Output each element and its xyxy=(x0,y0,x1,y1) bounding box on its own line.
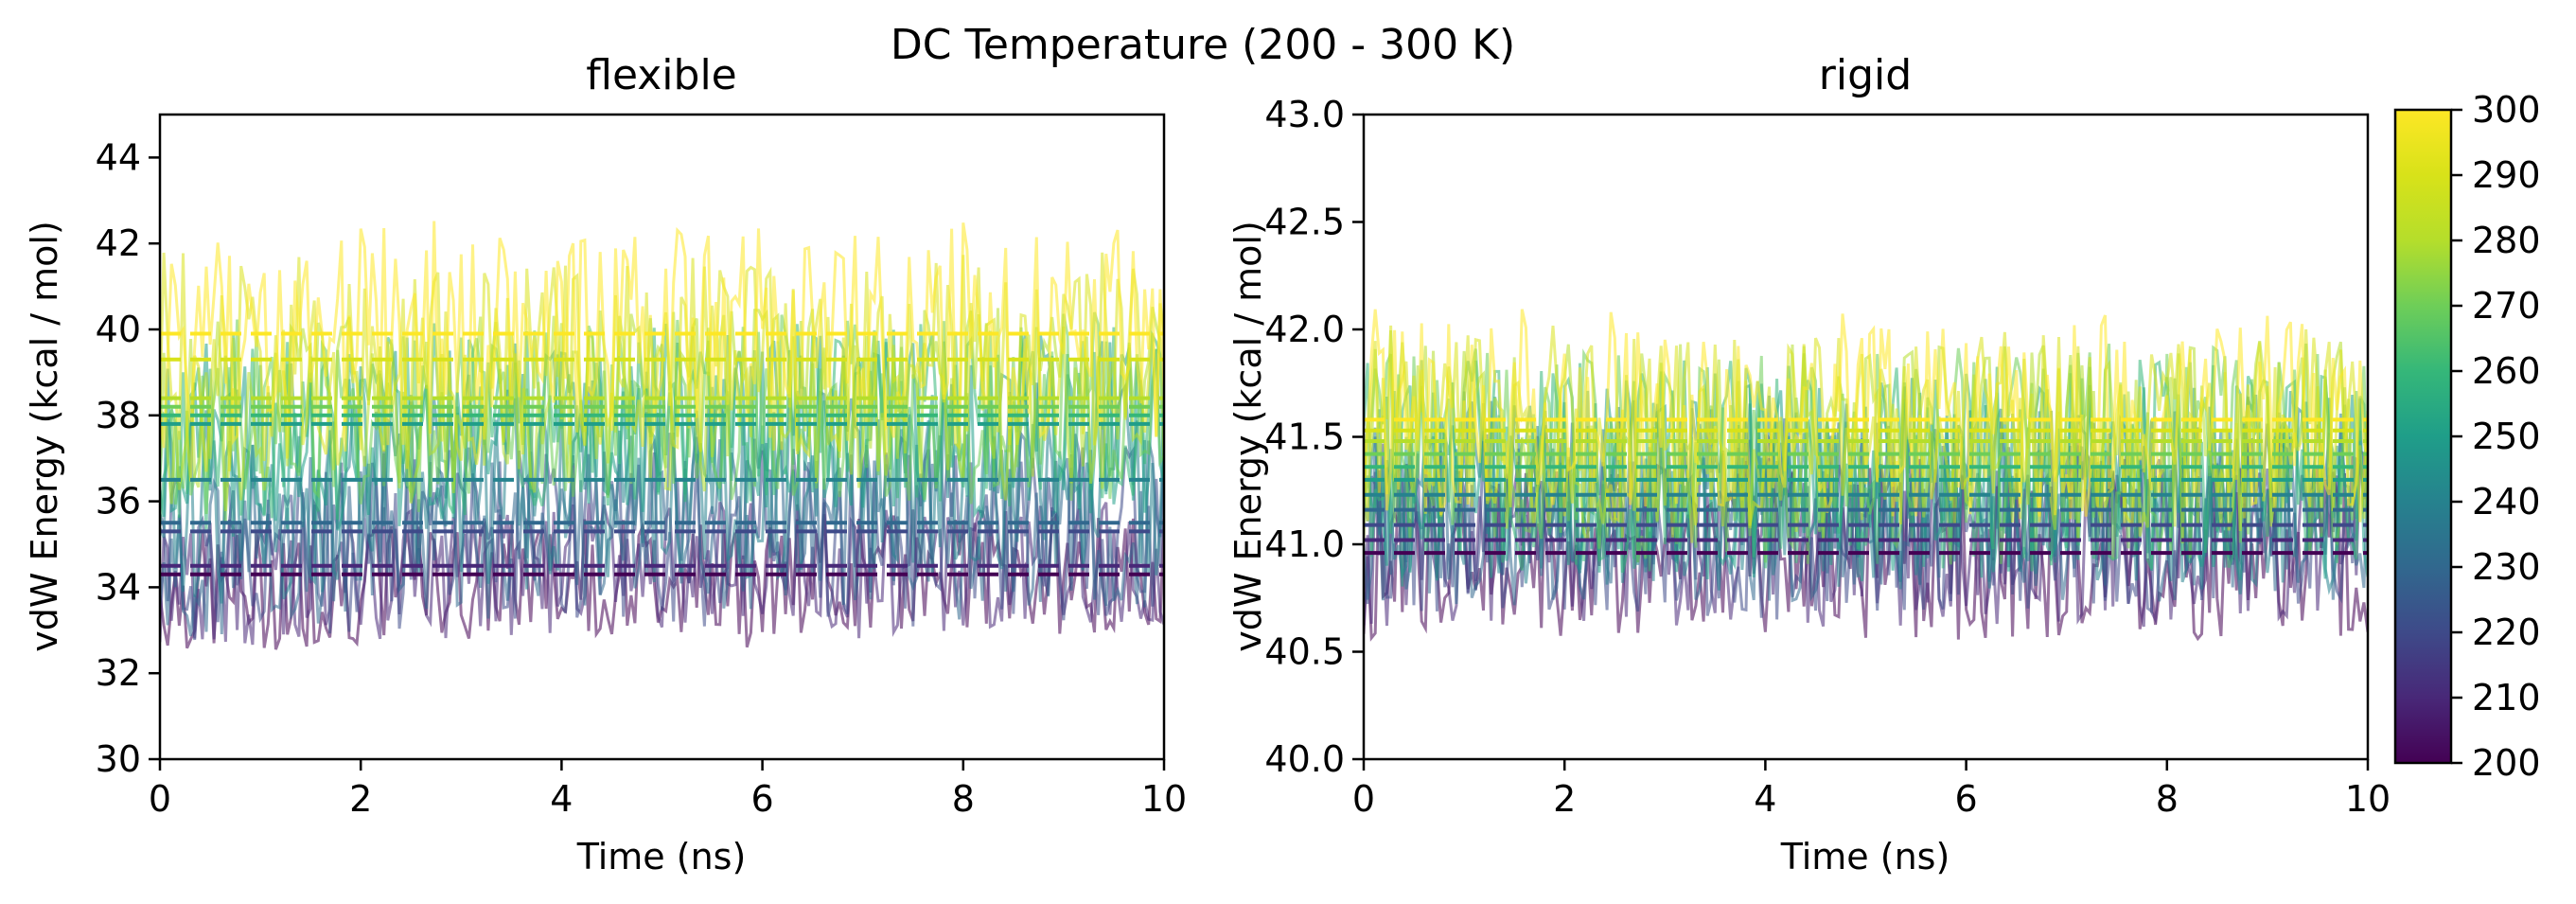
colorbar-tick-label: 230 xyxy=(2472,546,2541,588)
energy-trace xyxy=(160,311,1164,524)
y-tick-label: 41.0 xyxy=(1264,523,1345,565)
x-tick-label: 2 xyxy=(349,778,372,820)
x-tick-label: 6 xyxy=(751,778,774,820)
y-tick-label: 42 xyxy=(96,222,141,264)
x-axis-flexible: 0 2 4 6 8 10 xyxy=(149,759,1187,820)
x-tick-label: 4 xyxy=(1754,778,1776,820)
y-tick-label: 38 xyxy=(96,395,141,436)
y-tick-label: 42.0 xyxy=(1264,309,1345,350)
x-axis-label-flexible: Time (ns) xyxy=(576,836,747,877)
colorbar-tick-label: 280 xyxy=(2472,220,2541,261)
x-tick-label: 0 xyxy=(1352,778,1375,820)
x-tick-label: 8 xyxy=(952,778,975,820)
energy-traces-flexible xyxy=(160,221,1164,650)
mean-lines-rigid xyxy=(1364,417,2368,556)
panel-rigid: rigid 0 2 4 6 8 10 40.0 40.5 41.0 41.5 42.0 42.5 43… xyxy=(1227,51,2391,877)
panel-flexible: flexible 0 2 4 6 8 10 30 32 34 36 38 40 42 44 Time (… xyxy=(24,51,1187,877)
axes-frame-flexible xyxy=(158,113,1166,761)
colorbar-tick-label: 250 xyxy=(2472,416,2541,457)
energy-trace xyxy=(160,498,1164,646)
colorbar-tick-label: 300 xyxy=(2472,89,2541,131)
energy-trace xyxy=(160,381,1164,604)
colorbar-tick-label: 210 xyxy=(2472,677,2541,718)
colorbar-tick-label: 200 xyxy=(2472,742,2541,784)
x-tick-label: 0 xyxy=(149,778,171,820)
colorbar-tick-label: 260 xyxy=(2472,350,2541,392)
y-axis-flexible: 30 32 34 36 38 40 42 44 xyxy=(96,136,160,780)
figure-suptitle: DC Temperature (200 - 300 K) xyxy=(891,21,1515,69)
panel-title-rigid: rigid xyxy=(1819,51,1912,99)
panel-title-flexible: flexible xyxy=(586,51,737,99)
colorbar-ticks: 200 210 220 230 240 250 260 270 280 290 300 xyxy=(2451,89,2541,784)
mean-lines-flexible xyxy=(160,331,1164,576)
y-axis-label-flexible: vdW Energy (kcal / mol) xyxy=(24,221,65,652)
x-tick-label: 8 xyxy=(2156,778,2179,820)
y-tick-label: 43.0 xyxy=(1264,94,1345,135)
y-tick-label: 41.5 xyxy=(1264,417,1345,458)
y-axis-label-rigid: vdW Energy (kcal / mol) xyxy=(1227,221,1269,652)
y-tick-label: 44 xyxy=(96,136,141,178)
x-tick-label: 4 xyxy=(550,778,573,820)
x-axis-label-rigid: Time (ns) xyxy=(1780,836,1950,877)
x-tick-label: 6 xyxy=(1955,778,1978,820)
y-axis-rigid: 40.0 40.5 41.0 41.5 42.0 42.5 43.0 xyxy=(1264,94,1364,780)
x-axis-rigid: 0 2 4 6 8 10 xyxy=(1352,759,2391,820)
colorbar-tick-label: 290 xyxy=(2472,154,2541,196)
x-tick-label: 10 xyxy=(2345,778,2391,820)
x-tick-label: 2 xyxy=(1553,778,1576,820)
colorbar-tick-label: 270 xyxy=(2472,285,2541,327)
y-tick-label: 40.0 xyxy=(1264,738,1345,780)
energy-trace xyxy=(1364,309,2368,517)
y-tick-label: 34 xyxy=(96,566,141,608)
y-tick-label: 32 xyxy=(96,652,141,694)
y-tick-label: 36 xyxy=(96,481,141,523)
y-tick-label: 30 xyxy=(96,738,141,780)
energy-trace xyxy=(160,221,1164,452)
x-tick-label: 10 xyxy=(1141,778,1187,820)
colorbar: 200 210 220 230 240 250 260 270 280 290 300 xyxy=(2393,89,2541,784)
y-tick-label: 42.5 xyxy=(1264,202,1345,243)
energy-traces-rigid xyxy=(1364,309,2368,642)
colorbar-gradient xyxy=(2393,108,2453,765)
colorbar-tick-label: 220 xyxy=(2472,612,2541,653)
y-tick-label: 40.5 xyxy=(1264,631,1345,673)
y-tick-label: 40 xyxy=(96,309,141,350)
colorbar-tick-label: 240 xyxy=(2472,481,2541,523)
